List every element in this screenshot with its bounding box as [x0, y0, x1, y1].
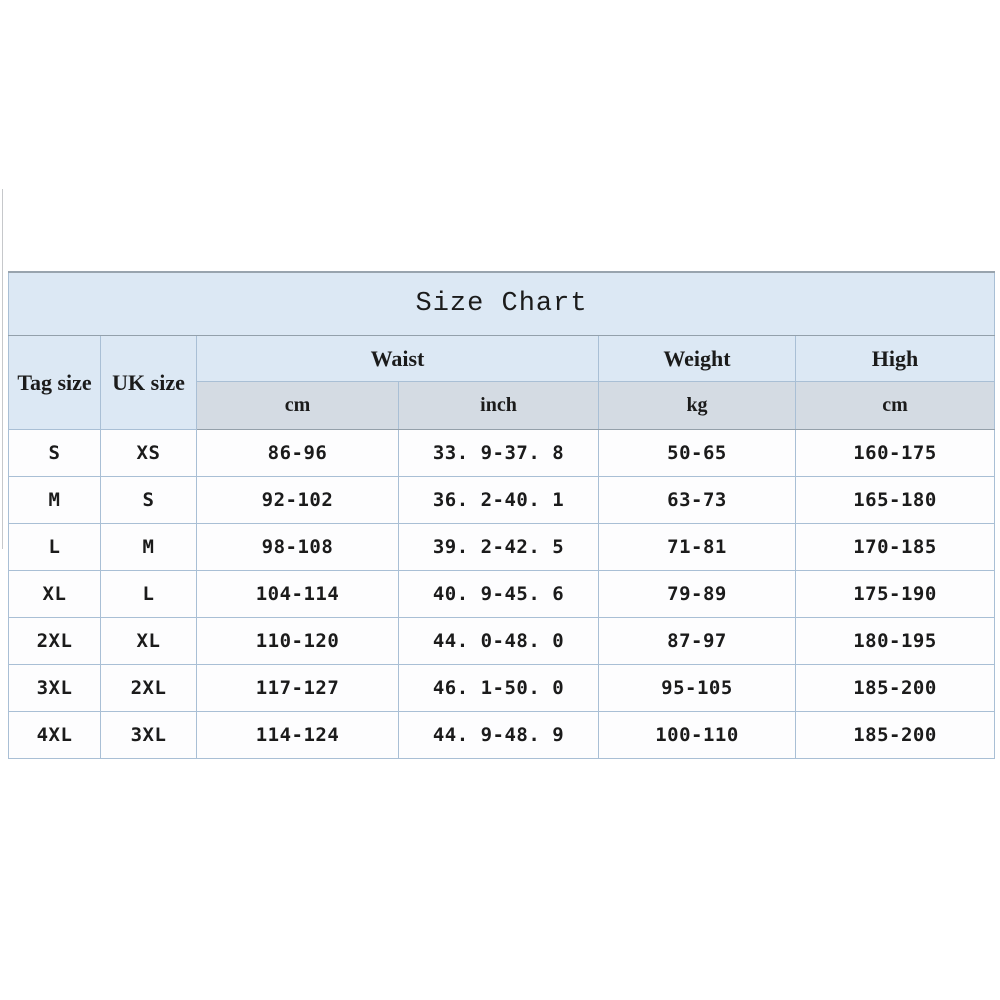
table-row: L M 98-108 39. 2-42. 5 71-81 170-185: [8, 523, 996, 571]
header-waist-group: Waist: [196, 335, 599, 382]
scan-artifact-line: [2, 189, 3, 549]
weight-kg-cell: 71-81: [598, 523, 796, 571]
waist-cm-cell: 117-127: [196, 664, 399, 712]
waist-cm-cell: 98-108: [196, 523, 399, 571]
table-row: S XS 86-96 33. 9-37. 8 50-65 160-175: [8, 429, 996, 477]
high-cm-cell: 185-200: [794, 664, 996, 712]
header-high-group: High: [794, 335, 996, 382]
table-row: 3XL 2XL 117-127 46. 1-50. 0 95-105 185-2…: [8, 664, 996, 712]
uk-size-cell: 2XL: [100, 664, 197, 712]
table-row: 4XL 3XL 114-124 44. 9-48. 9 100-110 185-…: [8, 711, 996, 759]
tag-size-cell: 2XL: [8, 617, 101, 665]
waist-cm-cell: 110-120: [196, 617, 399, 665]
waist-cm-cell: 86-96: [196, 429, 399, 477]
high-cm-cell: 170-185: [794, 523, 996, 571]
table-row: M S 92-102 36. 2-40. 1 63-73 165-180: [8, 476, 996, 524]
waist-inch-cell: 36. 2-40. 1: [398, 476, 599, 524]
waist-cm-cell: 92-102: [196, 476, 399, 524]
waist-cm-cell: 104-114: [196, 570, 399, 618]
header-unit-row: cm inch kg cm: [9, 381, 996, 430]
header-weight-group: Weight: [598, 335, 796, 382]
waist-cm-cell: 114-124: [196, 711, 399, 759]
weight-kg-cell: 63-73: [598, 476, 796, 524]
table-row: 2XL XL 110-120 44. 0-48. 0 87-97 180-195: [8, 617, 996, 665]
weight-kg-cell: 50-65: [598, 429, 796, 477]
table-title: Size Chart: [7, 271, 996, 336]
tag-size-cell: L: [8, 523, 101, 571]
tag-size-cell: M: [8, 476, 101, 524]
subheader-high-cm: cm: [794, 381, 996, 430]
uk-size-cell: XS: [100, 429, 197, 477]
title-row: Size Chart: [7, 271, 996, 336]
header-group-row: Tag size UK size Waist Weight High: [8, 335, 996, 430]
uk-size-cell: S: [100, 476, 197, 524]
tag-size-cell: 3XL: [8, 664, 101, 712]
waist-inch-cell: 40. 9-45. 6: [398, 570, 599, 618]
waist-inch-cell: 44. 9-48. 9: [398, 711, 599, 759]
header-uk-size: UK size: [100, 335, 197, 430]
uk-size-cell: 3XL: [100, 711, 197, 759]
high-cm-cell: 160-175: [794, 429, 996, 477]
waist-inch-cell: 46. 1-50. 0: [398, 664, 599, 712]
tag-size-cell: S: [8, 429, 101, 477]
uk-size-cell: L: [100, 570, 197, 618]
uk-size-cell: XL: [100, 617, 197, 665]
waist-inch-cell: 33. 9-37. 8: [398, 429, 599, 477]
tag-size-cell: 4XL: [8, 711, 101, 759]
size-chart-table: Size Chart Tag size UK size Waist Weight…: [7, 271, 996, 759]
weight-kg-cell: 100-110: [598, 711, 796, 759]
subheader-waist-inch: inch: [398, 381, 599, 430]
high-cm-cell: 180-195: [794, 617, 996, 665]
high-cm-cell: 165-180: [794, 476, 996, 524]
table-row: XL L 104-114 40. 9-45. 6 79-89 175-190: [8, 570, 996, 618]
subheader-weight-kg: kg: [598, 381, 796, 430]
waist-inch-cell: 39. 2-42. 5: [398, 523, 599, 571]
tag-size-cell: XL: [8, 570, 101, 618]
subheader-waist-cm: cm: [196, 381, 399, 430]
weight-kg-cell: 95-105: [598, 664, 796, 712]
header-tag-size: Tag size: [8, 335, 101, 430]
weight-kg-cell: 87-97: [598, 617, 796, 665]
high-cm-cell: 175-190: [794, 570, 996, 618]
weight-kg-cell: 79-89: [598, 570, 796, 618]
uk-size-cell: M: [100, 523, 197, 571]
waist-inch-cell: 44. 0-48. 0: [398, 617, 599, 665]
high-cm-cell: 185-200: [794, 711, 996, 759]
